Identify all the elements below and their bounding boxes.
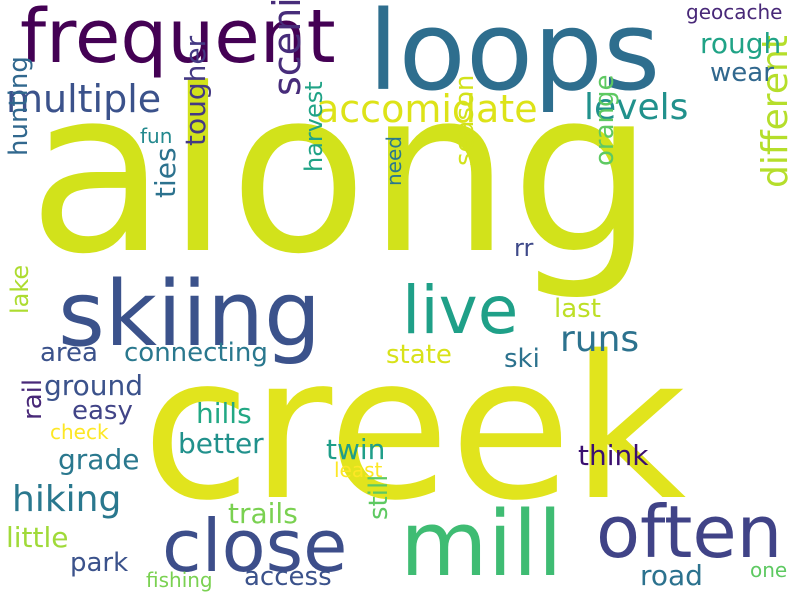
- word-park: park: [70, 548, 129, 578]
- word-trails: trails: [228, 497, 298, 530]
- word-twin: twin: [326, 433, 386, 466]
- word-ties: ties: [149, 147, 182, 198]
- word-road: road: [640, 559, 703, 592]
- word-last: last: [554, 294, 601, 324]
- word-grade: grade: [58, 443, 140, 476]
- word-still: still: [364, 474, 394, 520]
- word-connecting: connecting: [124, 338, 268, 368]
- word-think: think: [578, 439, 649, 472]
- word-wear: wear: [710, 58, 774, 88]
- word-often: often: [596, 490, 783, 574]
- word-rough: rough: [700, 27, 782, 60]
- word-accomidate: accomidate: [316, 87, 538, 131]
- word-access: access: [244, 562, 332, 592]
- word-one: one: [750, 558, 788, 582]
- word-least: least: [334, 458, 383, 482]
- word-lake: lake: [6, 264, 34, 314]
- word-runs: runs: [560, 319, 640, 360]
- word-state: state: [386, 340, 452, 370]
- word-check: check: [50, 420, 109, 444]
- word-orange: orange: [590, 74, 620, 166]
- word-area: area: [40, 338, 98, 368]
- word-along: along: [28, 41, 655, 304]
- word-harvest: harvest: [300, 81, 328, 172]
- word-rr: rr: [514, 234, 534, 262]
- word-multiple: multiple: [6, 77, 162, 121]
- word-levels: levels: [584, 87, 689, 128]
- word-loops: loops: [368, 0, 661, 115]
- word-ground: ground: [44, 369, 144, 402]
- word-mill: mill: [400, 492, 563, 597]
- word-better: better: [178, 427, 264, 460]
- word-little: little: [6, 521, 69, 554]
- word-geocache: geocache: [686, 0, 783, 24]
- word-creek: creek: [142, 313, 687, 544]
- word-hunting: hunting: [4, 56, 34, 156]
- word-rail: rail: [18, 378, 48, 420]
- word-fun: fun: [140, 124, 173, 148]
- word-hills: hills: [196, 397, 252, 430]
- word-close: close: [162, 504, 348, 588]
- word-need: need: [382, 136, 406, 186]
- word-fishing: fishing: [146, 568, 213, 592]
- word-skiing: skiing: [58, 262, 322, 367]
- word-season: season: [450, 74, 480, 166]
- word-tougher: tougher: [179, 35, 212, 146]
- word-ski: ski: [504, 344, 540, 374]
- word-easy: easy: [72, 396, 133, 426]
- word-live: live: [402, 272, 519, 349]
- word-hiking: hiking: [12, 479, 122, 520]
- word-frequent: frequent: [20, 0, 336, 80]
